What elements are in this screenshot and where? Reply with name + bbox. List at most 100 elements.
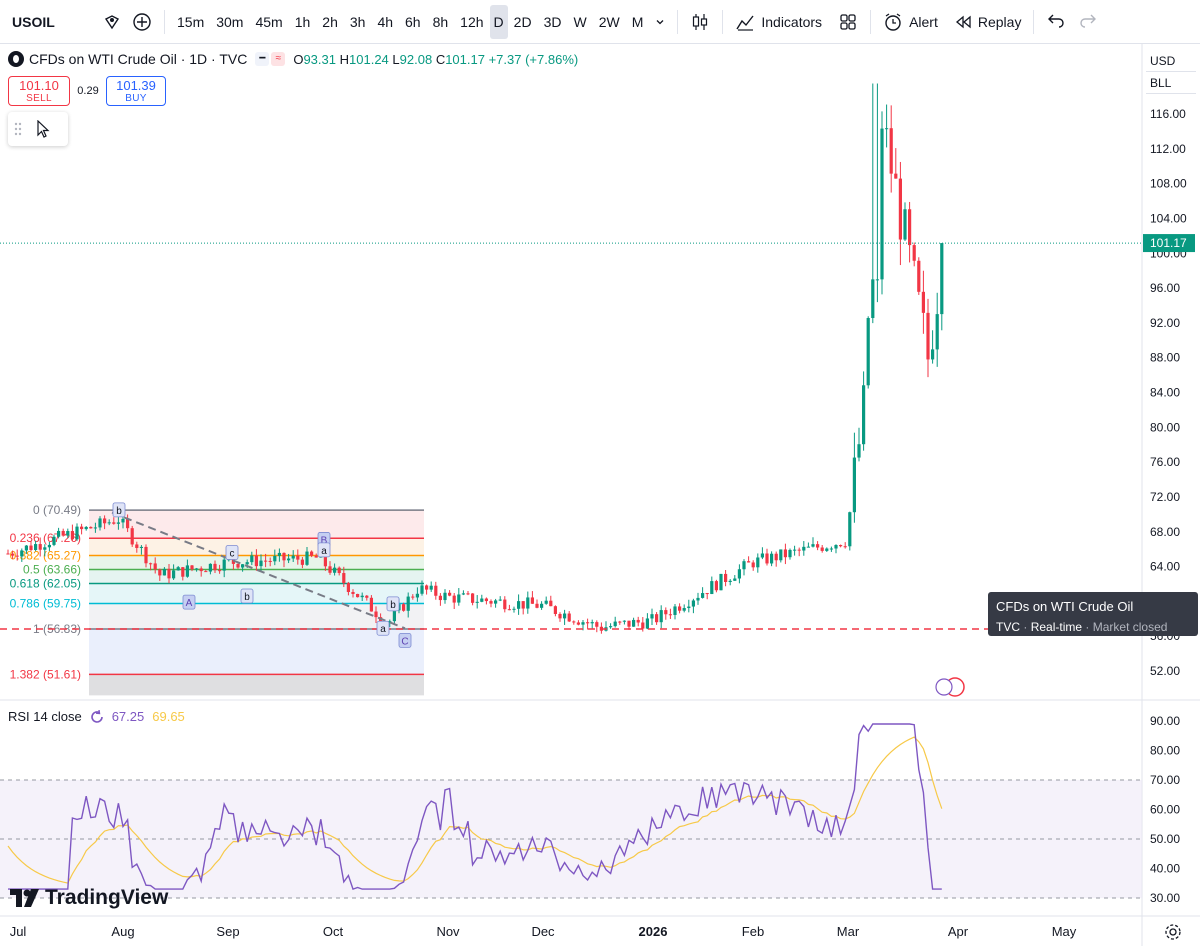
candle xyxy=(489,599,493,608)
candle xyxy=(195,567,199,572)
candle xyxy=(586,618,590,630)
time-label: Oct xyxy=(322,924,344,939)
candle xyxy=(475,595,479,609)
replay-button[interactable]: Replay xyxy=(948,5,1028,39)
rsi-axis-label: 40.00 xyxy=(1150,862,1180,876)
candle xyxy=(889,105,893,193)
candle xyxy=(199,566,203,577)
candle xyxy=(282,552,286,568)
time-axis[interactable]: Jul Aug Sep Oct Nov Dec 2026 Feb Mar Apr May xyxy=(0,916,1142,946)
interval-1h-button[interactable]: 1h xyxy=(294,13,311,30)
interval-4h-button[interactable]: 4h xyxy=(377,13,394,30)
candle xyxy=(857,427,861,462)
redo-button[interactable] xyxy=(1072,5,1104,39)
candle xyxy=(926,298,930,378)
candle xyxy=(236,563,240,569)
candle xyxy=(788,548,792,560)
indicators-button[interactable]: Indicators xyxy=(729,5,828,39)
buy-price: 101.39 xyxy=(116,78,156,93)
wave-label-box xyxy=(386,596,400,612)
rsi-ma-value: 69.65 xyxy=(152,709,185,724)
time-label: Mar xyxy=(836,924,860,939)
candle xyxy=(15,549,19,561)
interval-d-button[interactable]: D xyxy=(489,4,508,39)
rsi-axis-label: 60.00 xyxy=(1150,803,1180,817)
drag-handle-icon[interactable] xyxy=(14,122,22,136)
candle xyxy=(112,517,116,525)
candle xyxy=(494,598,498,608)
interval-8h-button[interactable]: 8h xyxy=(432,13,449,30)
candle xyxy=(461,590,465,596)
interval-6h-button[interactable]: 6h xyxy=(405,13,421,30)
candle xyxy=(599,622,603,634)
interval-m-button[interactable]: M xyxy=(631,13,644,30)
candle xyxy=(149,562,153,571)
candle xyxy=(107,519,111,526)
compare-add-button[interactable] xyxy=(126,5,158,39)
candle xyxy=(337,566,341,576)
interval-2w-button[interactable]: 2W xyxy=(598,13,620,30)
interval-45m-button[interactable]: 45m xyxy=(255,13,283,30)
legend-minus-icon[interactable]: ━ xyxy=(255,52,270,66)
currency-selector[interactable]: USD xyxy=(1146,50,1196,72)
candle xyxy=(747,556,751,563)
interval-dropdown-button[interactable] xyxy=(649,5,671,39)
wave-label: a xyxy=(380,624,386,635)
legend-wave-icon[interactable]: ≈ xyxy=(271,52,286,66)
tooltip-title: CFDs on WTI Crude Oil xyxy=(996,599,1134,614)
time-label: 2026 xyxy=(638,924,668,939)
gear-icon[interactable] xyxy=(1164,923,1182,941)
tradingview-logo: TradingView xyxy=(10,886,168,910)
interval-12h-button[interactable]: 12h xyxy=(460,13,484,30)
legend-controls[interactable]: ━ ≈ xyxy=(255,52,286,66)
candle xyxy=(576,620,580,626)
time-label: Apr xyxy=(947,924,969,939)
wave-label-box xyxy=(317,542,331,558)
candle xyxy=(714,579,718,593)
candle xyxy=(816,541,820,551)
candle xyxy=(471,593,475,606)
buy-label: BUY xyxy=(125,93,147,104)
interval-w-button[interactable]: W xyxy=(573,13,587,30)
interval-list: 15m 30m 45m 1h 2h 3h 4h 6h 8h 12h D 2D 3D W 2W M xyxy=(171,4,649,39)
indicators-label: Indicators xyxy=(761,13,823,30)
wave-label: A xyxy=(186,598,193,609)
candle xyxy=(406,592,410,618)
candle xyxy=(912,242,916,267)
candle xyxy=(204,569,208,573)
interval-15m-button[interactable]: 15m xyxy=(177,13,205,30)
alert-button[interactable]: Alert xyxy=(877,5,944,39)
candle xyxy=(632,617,636,627)
candle xyxy=(664,607,668,620)
candle xyxy=(655,612,659,625)
candle xyxy=(126,514,130,533)
price-chart[interactable]: 116.00112.00108.00104.00100.0096.0092.00… xyxy=(0,44,1200,946)
fib-zone xyxy=(89,583,424,604)
candle xyxy=(66,528,70,539)
templates-button[interactable] xyxy=(832,5,864,39)
cursor-arrow-icon[interactable] xyxy=(36,120,50,138)
candle xyxy=(862,371,866,451)
ohlc-values: O93.31 H101.24 L92.08 C101.17 +7.37 (+7.… xyxy=(293,51,579,67)
symbol-tooltip: CFDs on WTI Crude Oil TVC · Real-time · … xyxy=(988,592,1198,636)
rsi-legend: RSI 14 close 67.25 69.65 xyxy=(8,709,185,724)
undo-button[interactable] xyxy=(1040,5,1072,39)
candle xyxy=(871,83,875,324)
interval-30m-button[interactable]: 30m xyxy=(216,13,244,30)
interval-2h-button[interactable]: 2h xyxy=(322,13,338,30)
interval-3h-button[interactable]: 3h xyxy=(349,13,366,30)
sell-button[interactable]: 101.10 SELL xyxy=(8,76,70,106)
candle xyxy=(287,553,291,564)
buy-button[interactable]: 101.39 BUY xyxy=(106,76,166,106)
interval-2d-button[interactable]: 2D xyxy=(513,13,532,30)
symbol-search[interactable]: USOIL xyxy=(6,5,126,39)
candle xyxy=(678,603,682,614)
chart-type-button[interactable] xyxy=(684,5,716,39)
change-value: +7.37 (+7.86%) xyxy=(488,51,579,67)
interval-3d-button[interactable]: 3D xyxy=(543,13,562,30)
chevron-down-icon xyxy=(656,19,664,24)
unit-selector[interactable]: BLL xyxy=(1146,72,1196,94)
candle xyxy=(268,557,272,567)
chart-area[interactable]: 116.00 112.00 108.00 104.00 100.00 96.00 92.00… xyxy=(0,44,1200,946)
candle xyxy=(277,548,281,562)
